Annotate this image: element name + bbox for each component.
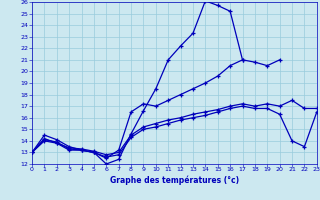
X-axis label: Graphe des températures (°c): Graphe des températures (°c) xyxy=(110,175,239,185)
